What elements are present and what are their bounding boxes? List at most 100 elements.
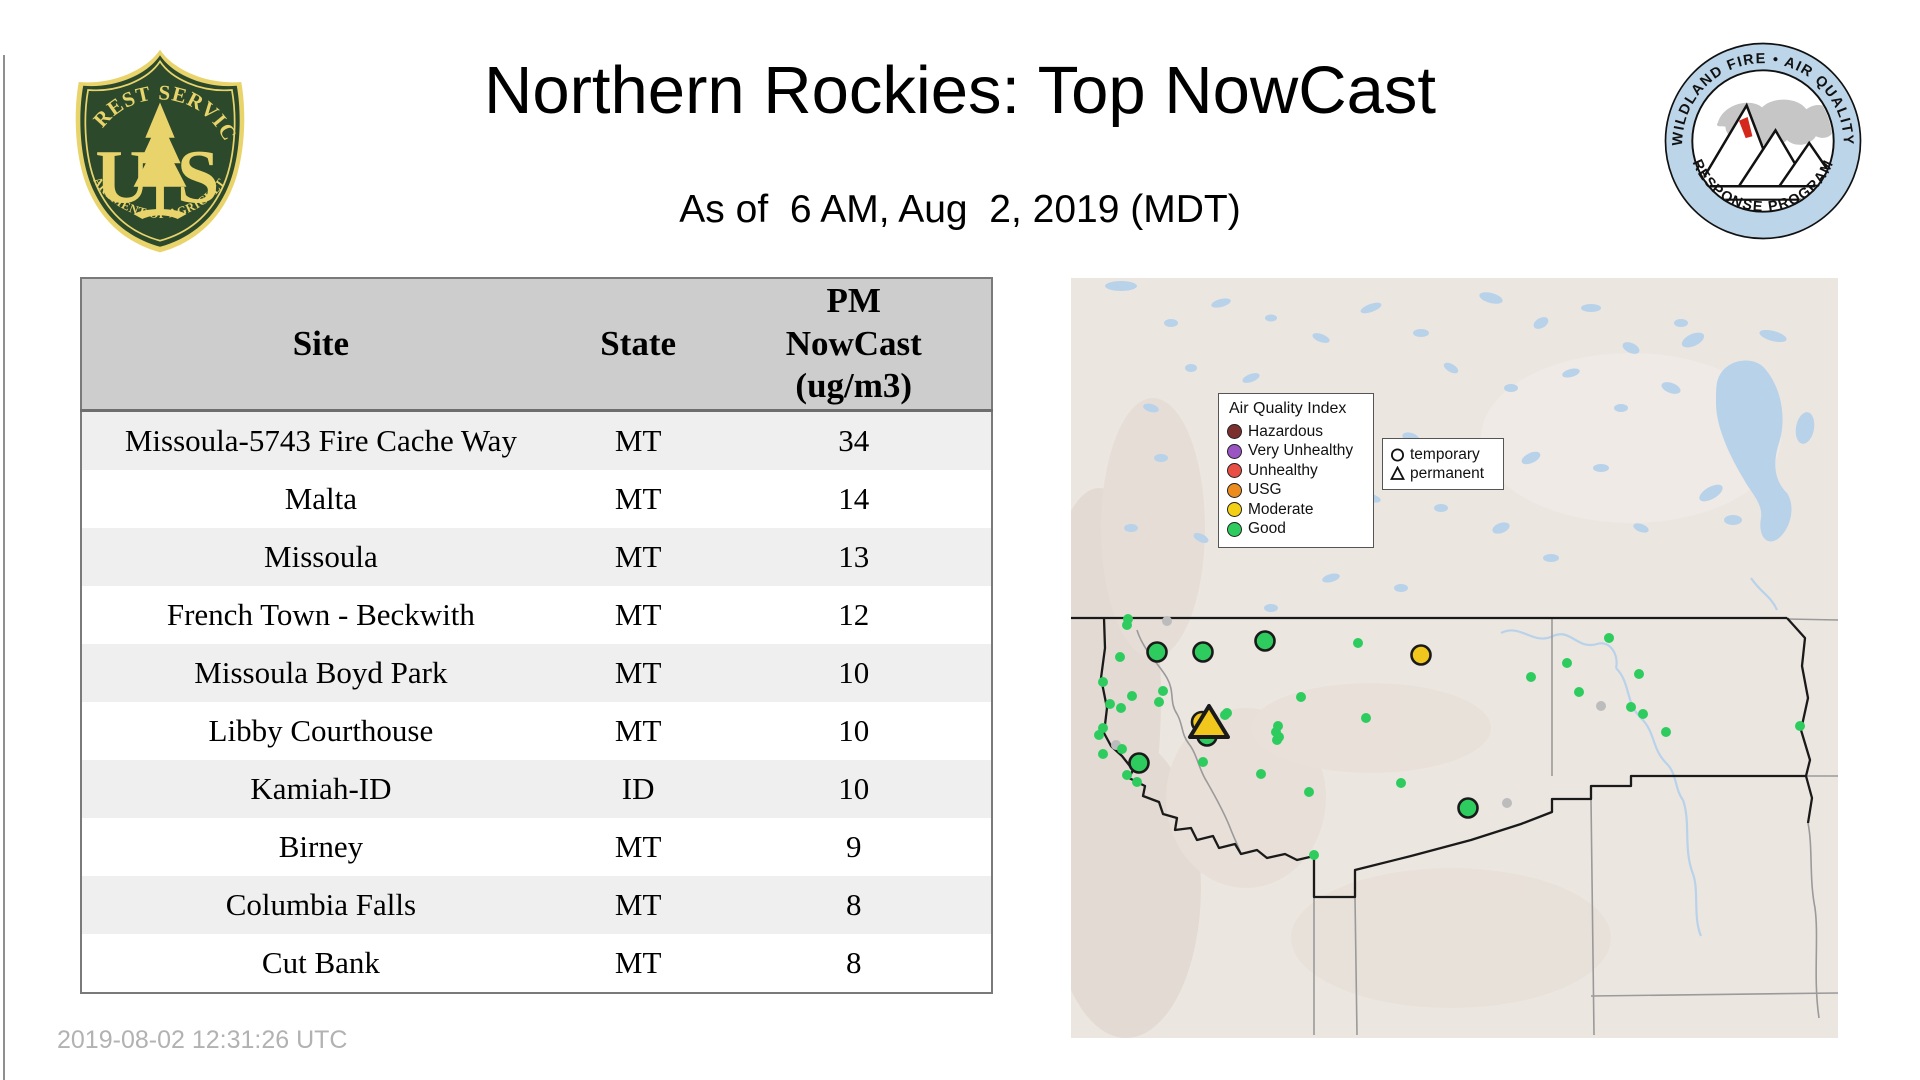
map-marker: [1162, 616, 1172, 626]
fs-tree-icon: [133, 102, 187, 220]
slide-edge-line: [3, 55, 5, 1080]
map-marker: [1146, 641, 1168, 663]
map-marker: [1105, 699, 1115, 709]
site-cell: Malta: [284, 481, 358, 517]
state-cell: ID: [559, 760, 717, 819]
nowcast-value-cell: 13: [716, 528, 992, 587]
map-marker: [1634, 669, 1644, 679]
monitor-map: Air Quality Index Hazardous Very Unhealth…: [1071, 278, 1838, 1038]
permanent-triangle-icon: [1390, 466, 1405, 480]
map-marker: [1098, 677, 1108, 687]
map-marker: [1256, 769, 1266, 779]
legend-item-label: Unhealthy: [1248, 461, 1318, 479]
map-marker: [1661, 727, 1671, 737]
state-cell: MT: [614, 945, 662, 981]
water-features: [1105, 281, 1815, 612]
legend-color-dot: [1227, 463, 1242, 479]
state-cell: MT: [559, 410, 717, 471]
map-marker: [1122, 620, 1132, 630]
table-row: Missoula-5743 Fire Cache Way MT 34: [81, 410, 992, 471]
legend-color-dot: [1227, 443, 1242, 459]
map-marker: [1396, 778, 1406, 788]
table-row: Missoula MT 13: [81, 528, 992, 587]
table-header-row: Site State PM NowCast (ug/m3): [81, 278, 992, 413]
state-cell: MT: [559, 644, 717, 703]
table-row: Malta MT 14: [81, 470, 992, 528]
map-marker: [1127, 691, 1137, 701]
nowcast-value-cell: 10: [838, 713, 870, 749]
legend-color-dot: [1227, 502, 1242, 518]
map-markers-layer: [1094, 614, 1805, 860]
map-marker: [1296, 692, 1306, 702]
map-marker: [1198, 757, 1208, 767]
site-cell: Missoula Boyd Park: [81, 644, 560, 703]
key-row-permanent: permanent: [1390, 464, 1496, 483]
forest-service-logo: FOREST SERVICE U S DEPARTMENT OF AGRICUL…: [67, 44, 245, 253]
map-marker: [1272, 735, 1282, 745]
legend-item: Unhealthy: [1227, 461, 1365, 481]
map-marker: [1795, 721, 1805, 731]
nowcast-value-cell: 34: [716, 410, 992, 471]
table-row: Cut Bank MT 8: [81, 934, 992, 993]
generation-timestamp: 2019-08-02 12:31:26 UTC: [57, 1026, 348, 1054]
map-marker: [1410, 644, 1432, 666]
map-marker: [1192, 641, 1214, 663]
nowcast-value-cell: 8: [846, 945, 862, 981]
map-marker: [1116, 703, 1126, 713]
page-title: Northern Rockies: Top NowCast: [483, 53, 1437, 128]
temporary-circle-icon: [1391, 448, 1404, 462]
nowcast-table-body: Missoula-5743 Fire Cache Way MT 34 Malta MT 1…: [81, 410, 992, 994]
map-marker: [1353, 638, 1363, 648]
legend-item: Good: [1227, 520, 1365, 540]
map-canvas: [1071, 278, 1838, 1038]
nowcast-value-cell: 8: [716, 876, 992, 935]
aqi-legend: Air Quality Index Hazardous Very Unhealth…: [1218, 393, 1374, 548]
legend-item-label: USG: [1248, 481, 1282, 499]
table-row: French Town - Beckwith MT 12: [81, 586, 992, 644]
site-cell: Cut Bank: [261, 945, 380, 981]
map-marker: [1502, 798, 1512, 808]
nowcast-value-cell: 10: [716, 760, 992, 819]
site-cell: French Town - Beckwith: [166, 597, 475, 633]
table-row: Missoula Boyd Park MT 10: [81, 644, 992, 703]
map-marker: [1094, 730, 1104, 740]
legend-item-label: Very Unhealthy: [1248, 442, 1354, 460]
legend-color-dot: [1227, 482, 1242, 498]
table-row: Kamiah-ID ID 10: [81, 760, 992, 819]
state-cell: MT: [559, 528, 717, 587]
legend-item: Hazardous: [1227, 422, 1365, 442]
map-marker: [1132, 777, 1142, 787]
map-marker: [1098, 749, 1108, 759]
map-marker: [1158, 686, 1168, 696]
marker-type-key: temporary permanent: [1382, 438, 1504, 490]
column-header: State: [559, 278, 717, 413]
rivers: [1500, 577, 1779, 937]
state-borders-gray: [1136, 618, 1838, 1036]
map-marker: [1128, 752, 1150, 774]
map-marker: [1596, 701, 1606, 711]
nowcast-value-cell: 9: [846, 829, 862, 865]
state-cell: MT: [614, 713, 662, 749]
legend-item-label: Hazardous: [1248, 422, 1323, 440]
table-row: Birney MT 9: [81, 818, 992, 876]
nowcast-value-cell: 14: [838, 481, 870, 517]
legend-item-label: Moderate: [1248, 500, 1314, 518]
map-marker: [1604, 633, 1614, 643]
legend-item-label: Good: [1248, 520, 1286, 538]
legend-color-dot: [1227, 521, 1242, 537]
map-marker: [1188, 704, 1230, 739]
map-marker: [1574, 687, 1584, 697]
terrain-shading: [1071, 353, 1781, 1038]
column-header: Site: [81, 278, 560, 413]
wf-mountains-art: [1693, 99, 1833, 201]
site-cell: Birney: [278, 829, 364, 865]
aqi-legend-items: Hazardous Very Unhealthy Unhealthy USG Moder…: [1227, 422, 1365, 539]
site-cell: Missoula-5743 Fire Cache Way: [81, 410, 560, 471]
site-cell: Libby Courthouse: [208, 713, 434, 749]
map-marker: [1115, 652, 1125, 662]
site-cell: Missoula: [81, 528, 560, 587]
map-marker: [1122, 770, 1132, 780]
map-marker: [1638, 709, 1648, 719]
map-marker: [1626, 702, 1636, 712]
nowcast-table: Site State PM NowCast (ug/m3) Missoula-574…: [80, 277, 993, 995]
